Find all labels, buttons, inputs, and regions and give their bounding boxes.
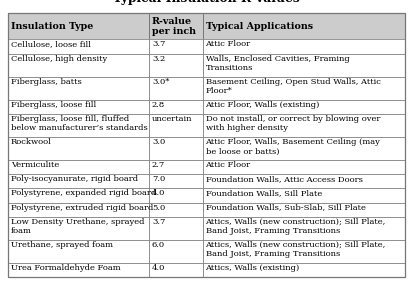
Text: Attics, Walls (existing): Attics, Walls (existing): [206, 264, 300, 272]
Bar: [203, 114, 405, 137]
Bar: [203, 54, 405, 77]
Text: Cellulose, high density: Cellulose, high density: [11, 55, 107, 63]
Bar: [149, 137, 203, 160]
Bar: [203, 100, 405, 114]
Text: 5.0: 5.0: [152, 203, 165, 212]
Bar: [203, 240, 405, 263]
Text: Basement Ceiling, Open Stud Walls, Attic
Floor*: Basement Ceiling, Open Stud Walls, Attic…: [206, 78, 380, 95]
Bar: [149, 114, 203, 137]
Bar: [203, 189, 405, 203]
Text: 3.0: 3.0: [152, 138, 165, 146]
Bar: [8, 160, 149, 175]
Text: Fiberglass, loose fill: Fiberglass, loose fill: [11, 101, 96, 109]
Bar: [203, 160, 405, 175]
Text: Poly-isocyanurate, rigid board: Poly-isocyanurate, rigid board: [11, 175, 138, 183]
Bar: [8, 137, 149, 160]
Text: Urea Formaldehyde Foam: Urea Formaldehyde Foam: [11, 264, 121, 272]
Text: Do not install, or correct by blowing over
with higher density: Do not install, or correct by blowing ov…: [206, 115, 380, 132]
Text: Foundation Walls, Attic Access Doors: Foundation Walls, Attic Access Doors: [206, 175, 363, 183]
Bar: [149, 54, 203, 77]
Text: 6.0: 6.0: [152, 241, 165, 249]
Bar: [203, 137, 405, 160]
Text: 4.0: 4.0: [152, 264, 165, 272]
Bar: [203, 217, 405, 240]
Text: R-value
per inch: R-value per inch: [152, 17, 196, 36]
Text: 7.0: 7.0: [152, 175, 165, 183]
Bar: [8, 189, 149, 203]
Text: Foundation Walls, Sub-Slab, Sill Plate: Foundation Walls, Sub-Slab, Sill Plate: [206, 203, 365, 212]
Bar: [8, 54, 149, 77]
Text: 3.7: 3.7: [152, 40, 165, 49]
Text: Foundation Walls, Sill Plate: Foundation Walls, Sill Plate: [206, 189, 322, 198]
Text: 3.2: 3.2: [152, 55, 165, 63]
Text: Attic Floor, Walls (existing): Attic Floor, Walls (existing): [206, 101, 320, 109]
Text: Attic Floor: Attic Floor: [206, 161, 250, 169]
Text: 4.0: 4.0: [152, 189, 165, 198]
Text: Walls, Enclosed Cavities, Framing
Transitions: Walls, Enclosed Cavities, Framing Transi…: [206, 55, 349, 72]
Text: Attic Floor: Attic Floor: [206, 40, 250, 49]
Bar: [8, 240, 149, 263]
Text: 2.7: 2.7: [152, 161, 165, 169]
Text: Insulation Type: Insulation Type: [11, 22, 93, 31]
Bar: [149, 263, 203, 277]
Text: Attics, Walls (new construction); Sill Plate,
Band Joist, Framing Transitions: Attics, Walls (new construction); Sill P…: [206, 217, 386, 235]
Text: Cellulose, loose fill: Cellulose, loose fill: [11, 40, 91, 49]
Bar: [8, 175, 149, 189]
Bar: [203, 263, 405, 277]
Bar: [8, 40, 149, 54]
Bar: [203, 13, 405, 40]
Bar: [149, 100, 203, 114]
Bar: [8, 13, 149, 40]
Text: Typical Applications: Typical Applications: [206, 22, 313, 31]
Text: 2.8: 2.8: [152, 101, 165, 109]
Text: uncertain: uncertain: [152, 115, 192, 123]
Bar: [149, 40, 203, 54]
Bar: [203, 203, 405, 217]
Bar: [203, 77, 405, 100]
Bar: [203, 175, 405, 189]
Bar: [149, 203, 203, 217]
Text: Low Density Urethane, sprayed
foam: Low Density Urethane, sprayed foam: [11, 217, 145, 235]
Bar: [8, 114, 149, 137]
Bar: [8, 263, 149, 277]
Bar: [149, 77, 203, 100]
Text: Attic Floor, Walls, Basement Ceiling (may
be loose or batts): Attic Floor, Walls, Basement Ceiling (ma…: [206, 138, 380, 156]
Text: Polystyrene, extruded rigid board: Polystyrene, extruded rigid board: [11, 203, 153, 212]
Text: 3.7: 3.7: [152, 217, 165, 226]
Text: Typical Insulation R-values: Typical Insulation R-values: [113, 0, 300, 5]
Text: Fiberglass, loose fill, fluffed
below manufacturer’s standards: Fiberglass, loose fill, fluffed below ma…: [11, 115, 148, 132]
Text: Polystyrene, expanded rigid board: Polystyrene, expanded rigid board: [11, 189, 156, 198]
Text: Urethane, sprayed foam: Urethane, sprayed foam: [11, 241, 113, 249]
Text: 3.0*: 3.0*: [152, 78, 169, 86]
Bar: [149, 189, 203, 203]
Bar: [149, 217, 203, 240]
Text: Attics, Walls (new construction); Sill Plate,
Band Joist, Framing Transitions: Attics, Walls (new construction); Sill P…: [206, 241, 386, 258]
Bar: [149, 13, 203, 40]
Bar: [203, 40, 405, 54]
Text: Rockwool: Rockwool: [11, 138, 52, 146]
Bar: [8, 217, 149, 240]
Bar: [8, 77, 149, 100]
Bar: [149, 160, 203, 175]
Bar: [8, 203, 149, 217]
Text: Fiberglass, batts: Fiberglass, batts: [11, 78, 82, 86]
Bar: [8, 100, 149, 114]
Text: Vermiculite: Vermiculite: [11, 161, 59, 169]
Bar: [149, 175, 203, 189]
Bar: [149, 240, 203, 263]
